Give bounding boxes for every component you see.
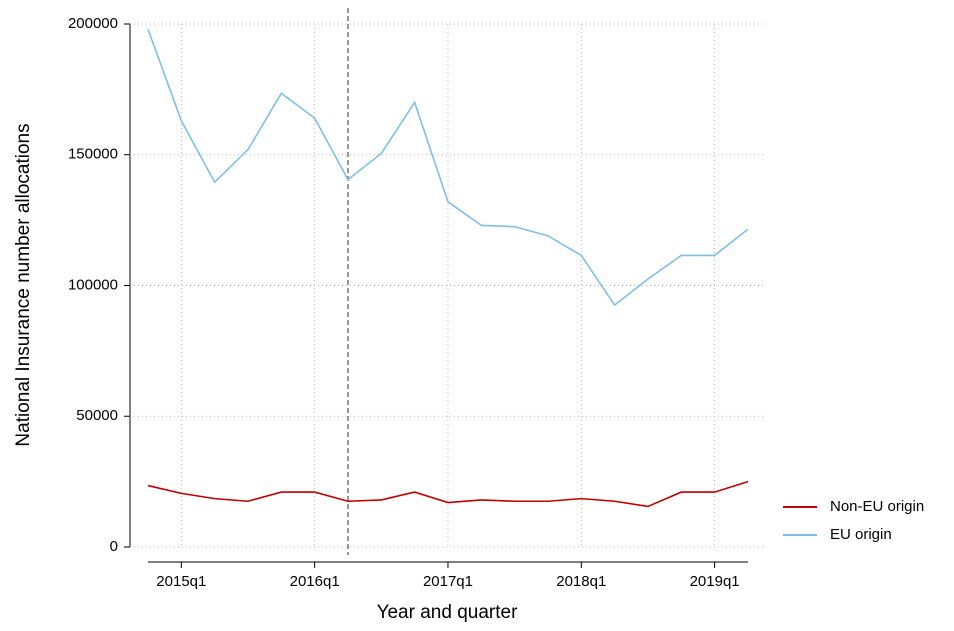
x-axis-title: Year and quarter (377, 602, 519, 623)
y-tick-label: 100000 (68, 276, 118, 293)
x-tick-label: 2018q1 (556, 573, 606, 590)
y-axis-title: National Insurance number allocations (13, 123, 34, 446)
x-tick-label: 2019q1 (690, 573, 740, 590)
x-tick-label: 2017q1 (423, 573, 473, 590)
y-tick-label: 200000 (68, 15, 118, 32)
y-tick-label: 50000 (76, 407, 118, 424)
y-tick-label: 150000 (68, 146, 118, 163)
y-tick-label: 0 (110, 538, 118, 555)
series-line (147, 480, 749, 508)
x-tick-label: 2016q1 (290, 573, 340, 590)
legend-label: EU origin (830, 526, 892, 543)
x-tick-label: 2015q1 (156, 573, 206, 590)
legend-label: Non-EU origin (830, 498, 924, 515)
series-line (147, 28, 749, 307)
